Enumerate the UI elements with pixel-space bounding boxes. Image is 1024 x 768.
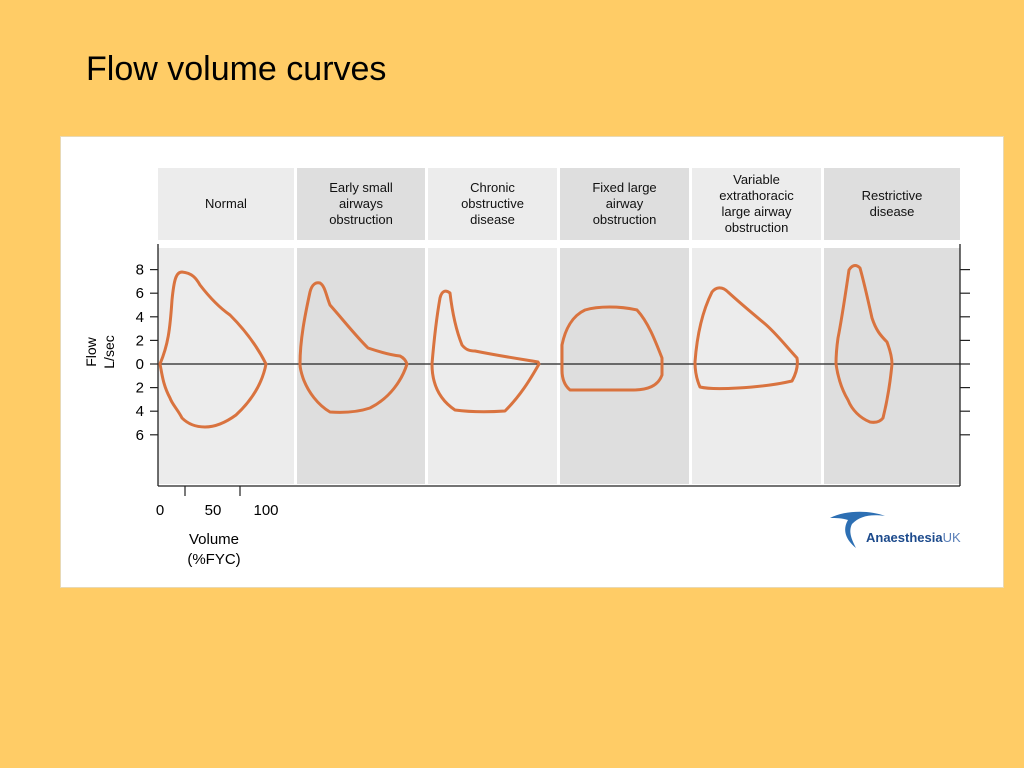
x-tick-label-1: 50 — [205, 502, 222, 519]
panel-label-early-small-airways-line-2: obstruction — [329, 212, 393, 227]
x-axis: Volume (%FYC) 0 50 100 — [156, 485, 960, 568]
y-axis: Flow L/sec 8 6 4 2 0 2 4 6 — [83, 244, 970, 486]
curve-restrictive — [834, 264, 894, 424]
panel-label-variable-extrathoracic-line-2: large airway — [721, 204, 792, 219]
logo-name-light: UK — [942, 530, 961, 545]
panel-label-variable-extrathoracic-line-3: obstruction — [725, 220, 789, 235]
panel-header-box-variable-extrathoracic — [692, 168, 821, 240]
y-tick-label-3: 2 — [136, 332, 144, 349]
y-tick-label-4: 0 — [136, 356, 144, 373]
x-axis-label-line1: Volume — [189, 531, 239, 548]
panel-body-chronic-obstructive — [428, 248, 557, 484]
curve-variable-extrathoracic — [693, 286, 799, 391]
x-axis-label-line2: (%FYC) — [187, 551, 240, 568]
logo-name-bold: Anaesthesia — [866, 530, 943, 545]
curve-chronic-obstructive — [430, 289, 541, 414]
panel-header-box-normal — [158, 168, 294, 240]
panel-label-normal-line-0: Normal — [205, 196, 247, 211]
panel-label-early-small-airways-line-1: airways — [339, 196, 384, 211]
panel-label-early-small-airways-line-0: Early small — [329, 180, 393, 195]
x-tick-label-2: 100 — [253, 502, 278, 519]
panel-body-early-small-airways — [297, 248, 425, 484]
logo-swoosh-icon — [830, 511, 885, 548]
curve-early-small-airways — [298, 281, 409, 414]
y-tick-label-7: 6 — [136, 427, 144, 444]
curve-fixed-large-airway — [560, 305, 664, 392]
y-tick-label-6: 4 — [136, 403, 144, 420]
panel-label-variable-extrathoracic-line-1: extrathoracic — [719, 188, 794, 203]
panel-body-normal — [158, 248, 294, 484]
panel-columns — [158, 168, 960, 484]
panel-label-variable-extrathoracic-line-0: Variable — [733, 172, 780, 187]
flow-volume-curves — [158, 264, 894, 429]
panel-label-chronic-obstructive-line-2: disease — [470, 212, 515, 227]
x-tick-label-0: 0 — [156, 502, 164, 519]
y-axis-label-line2: L/sec — [101, 335, 117, 368]
panel-label-restrictive-line-0: Restrictive — [862, 188, 923, 203]
y-tick-label-2: 4 — [136, 309, 144, 326]
panel-header-box-fixed-large-airway — [560, 168, 689, 240]
panel-header-box-restrictive — [824, 168, 960, 240]
y-tick-label-5: 2 — [136, 380, 144, 397]
panel-label-fixed-large-airway-line-1: airway — [606, 196, 644, 211]
anaesthesia-uk-logo — [830, 511, 885, 548]
logo-wordmark: AnaesthesiaUK — [866, 530, 961, 545]
panel-body-fixed-large-airway — [560, 248, 689, 484]
slide-title: Flow volume curves — [86, 50, 387, 88]
panel-body-variable-extrathoracic — [692, 248, 821, 484]
panel-label-chronic-obstructive-line-1: obstructive — [461, 196, 524, 211]
panel-label-fixed-large-airway-line-2: obstruction — [593, 212, 657, 227]
panel-label-restrictive-line-1: disease — [870, 204, 915, 219]
panel-header-box-early-small-airways — [297, 168, 425, 240]
panel-label-chronic-obstructive-line-0: Chronic — [470, 180, 515, 195]
curve-normal — [158, 270, 268, 429]
panel-label-fixed-large-airway-line-0: Fixed large — [592, 180, 656, 195]
panel-header-box-chronic-obstructive — [428, 168, 557, 240]
y-axis-label-line1: Flow — [83, 336, 99, 366]
y-tick-label-0: 8 — [136, 262, 144, 279]
y-tick-label-1: 6 — [136, 285, 144, 302]
